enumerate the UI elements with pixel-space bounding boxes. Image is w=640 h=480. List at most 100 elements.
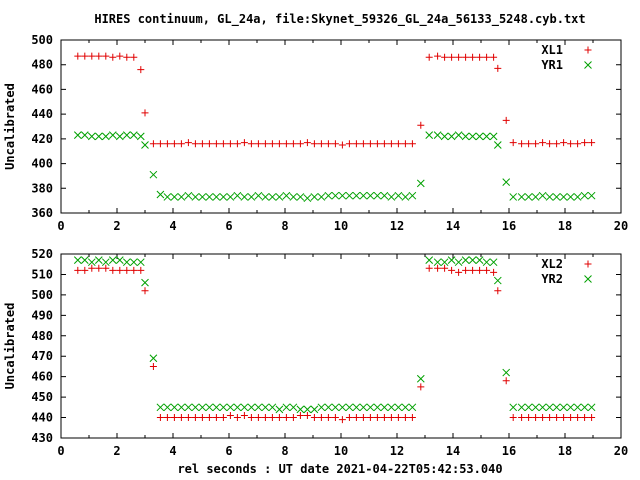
data-point	[87, 258, 96, 267]
data-point	[380, 403, 389, 412]
y-tick-label: 470	[31, 349, 53, 363]
data-point	[317, 193, 326, 201]
data-point	[454, 258, 463, 267]
data-point	[468, 132, 477, 141]
data-point	[581, 139, 589, 147]
data-point	[532, 140, 540, 148]
data-point	[123, 53, 131, 61]
data-point	[184, 191, 193, 200]
data-point	[80, 256, 89, 264]
legend-marker	[584, 275, 592, 283]
data-point	[219, 193, 228, 201]
data-point	[553, 414, 561, 422]
data-point	[417, 383, 425, 391]
data-point	[149, 170, 158, 179]
data-point	[254, 140, 262, 148]
data-point	[448, 266, 456, 274]
data-point	[163, 193, 172, 201]
data-point	[233, 191, 242, 200]
data-point	[489, 132, 498, 141]
data-point	[455, 268, 463, 276]
data-point	[296, 405, 305, 414]
data-point	[205, 193, 214, 201]
data-point	[359, 403, 368, 412]
y-axis-label: Uncalibrated	[3, 303, 17, 390]
data-point	[254, 191, 263, 200]
data-point	[532, 414, 540, 422]
data-point	[587, 191, 596, 200]
data-point	[102, 52, 110, 60]
data-point	[573, 193, 582, 201]
data-point	[441, 264, 449, 272]
data-point	[170, 403, 179, 412]
data-point	[448, 53, 456, 61]
x-tick-label: 0	[57, 219, 64, 233]
data-point	[275, 193, 284, 201]
data-point	[502, 368, 511, 377]
y-tick-label: 450	[31, 390, 53, 404]
data-point	[416, 179, 425, 188]
data-point	[380, 191, 389, 200]
x-tick-label: 12	[390, 219, 404, 233]
data-point	[282, 403, 291, 412]
data-point	[352, 414, 360, 422]
data-point	[359, 140, 367, 148]
data-point	[170, 193, 179, 201]
x-tick-label: 14	[446, 219, 460, 233]
data-point	[184, 403, 193, 412]
data-point	[177, 414, 185, 422]
data-point	[482, 132, 491, 141]
data-point	[462, 266, 470, 274]
data-point	[531, 403, 540, 412]
data-point	[502, 377, 510, 385]
data-point	[493, 276, 502, 285]
data-point	[88, 264, 96, 272]
data-point	[408, 140, 416, 148]
data-point	[289, 403, 298, 412]
data-point	[552, 403, 561, 412]
data-point	[567, 414, 575, 422]
data-point	[566, 193, 575, 201]
data-point	[483, 266, 491, 274]
data-point	[184, 414, 192, 422]
data-point	[366, 414, 374, 422]
data-point	[338, 403, 347, 412]
data-point	[191, 403, 200, 412]
y-tick-label: 480	[31, 329, 53, 343]
data-point	[212, 140, 220, 148]
data-point	[345, 403, 354, 412]
data-point	[345, 140, 353, 148]
y-tick-label: 510	[31, 267, 53, 281]
data-point	[538, 191, 547, 200]
data-point	[296, 412, 304, 420]
data-point	[240, 193, 249, 201]
data-point	[123, 266, 131, 274]
data-point	[539, 139, 547, 147]
data-point	[240, 403, 249, 412]
data-point	[433, 131, 442, 140]
data-point	[310, 140, 318, 148]
data-point	[531, 193, 540, 201]
data-point	[408, 191, 417, 200]
data-point	[205, 414, 213, 422]
data-point	[303, 139, 311, 147]
data-point	[116, 52, 124, 60]
data-point	[546, 414, 554, 422]
data-point	[310, 405, 319, 414]
data-point	[352, 191, 361, 200]
data-point	[434, 52, 442, 60]
data-point	[401, 403, 410, 412]
data-point	[198, 140, 206, 148]
x-tick-label: 12	[390, 444, 404, 458]
data-point	[141, 287, 149, 295]
data-point	[380, 140, 388, 148]
data-point	[518, 414, 526, 422]
data-point	[338, 141, 346, 149]
data-point	[136, 258, 145, 267]
data-point	[394, 140, 402, 148]
data-point	[588, 414, 596, 422]
data-point	[387, 193, 396, 201]
data-point	[373, 191, 382, 200]
data-point	[552, 193, 561, 201]
data-point	[212, 414, 220, 422]
